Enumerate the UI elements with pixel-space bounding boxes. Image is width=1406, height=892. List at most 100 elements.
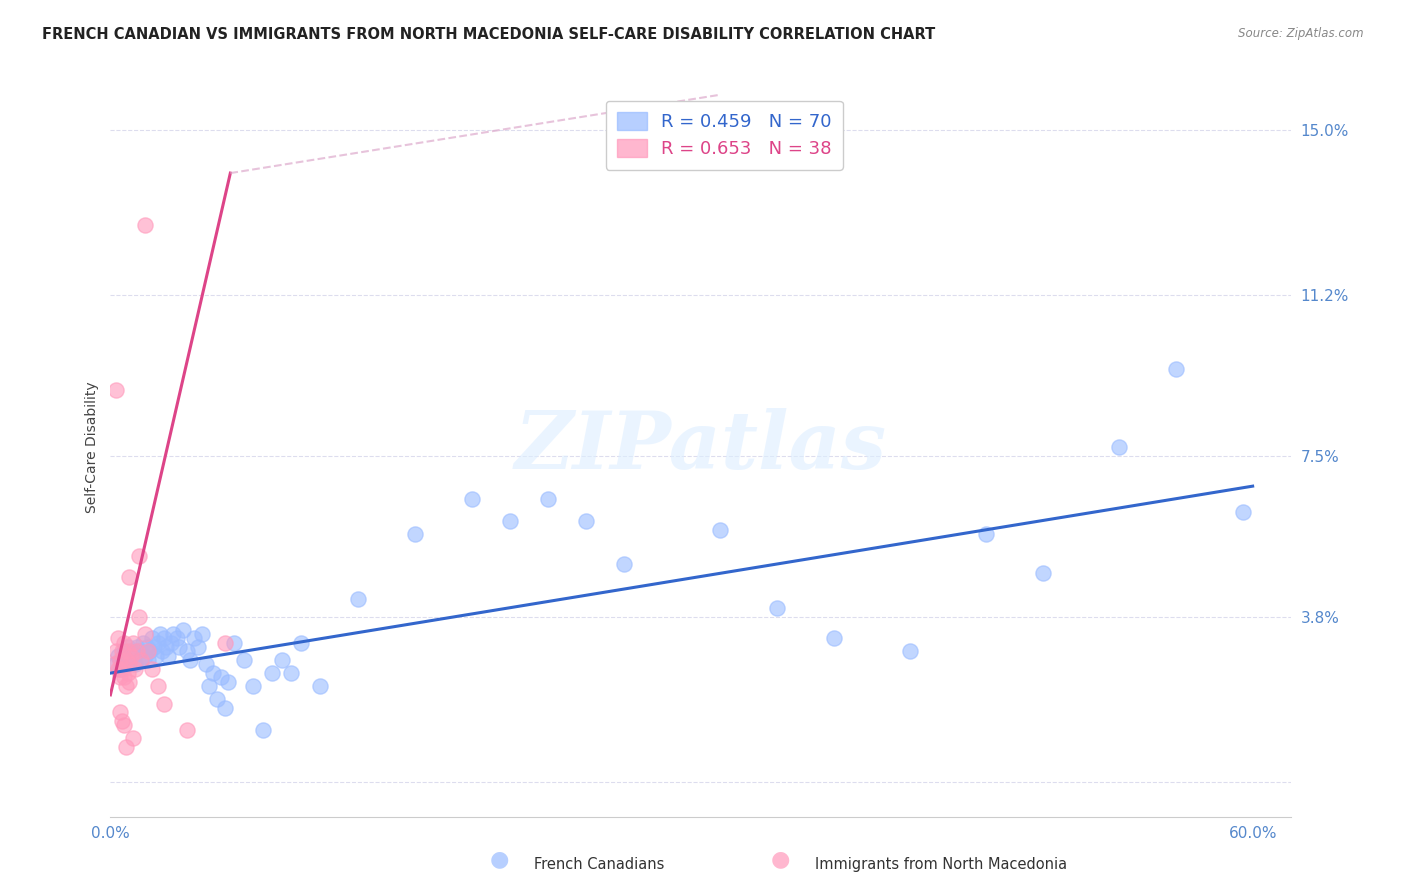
Point — [205, 692, 228, 706]
Text: Immigrants from North Macedonia: Immigrants from North Macedonia — [815, 857, 1067, 872]
Point — [108, 653, 131, 667]
Point — [108, 662, 131, 676]
Point — [134, 219, 156, 233]
Text: Source: ZipAtlas.com: Source: ZipAtlas.com — [1239, 27, 1364, 40]
Point — [108, 705, 131, 719]
Point — [1232, 505, 1254, 519]
Point — [118, 653, 141, 667]
Point — [105, 657, 128, 672]
Point — [120, 644, 142, 658]
Point — [129, 653, 152, 667]
Point — [122, 731, 145, 746]
Point — [152, 632, 174, 646]
Point — [145, 648, 167, 663]
Point — [308, 679, 330, 693]
Point — [128, 549, 150, 563]
Point — [404, 527, 426, 541]
Point — [290, 635, 312, 649]
Point — [167, 640, 190, 654]
Point — [117, 644, 139, 658]
Point — [194, 657, 217, 672]
Point — [183, 632, 205, 646]
Point — [150, 644, 173, 658]
Point — [214, 635, 236, 649]
Point — [114, 739, 136, 754]
Point — [105, 384, 128, 398]
Point — [202, 666, 225, 681]
Point — [124, 657, 146, 672]
Point — [141, 662, 163, 676]
Point — [107, 632, 129, 646]
Point — [613, 558, 636, 572]
Point — [112, 718, 135, 732]
Point — [118, 674, 141, 689]
Point — [117, 666, 139, 681]
Point — [347, 592, 370, 607]
Text: ZIPatlas: ZIPatlas — [515, 409, 887, 486]
Point — [262, 666, 284, 681]
Point — [111, 662, 134, 676]
Point — [166, 632, 188, 646]
Point — [111, 714, 134, 728]
Point — [107, 648, 129, 663]
Point — [112, 670, 135, 684]
Point — [198, 679, 221, 693]
Point — [214, 701, 236, 715]
Point — [575, 514, 598, 528]
Text: FRENCH CANADIAN VS IMMIGRANTS FROM NORTH MACEDONIA SELF-CARE DISABILITY CORRELAT: FRENCH CANADIAN VS IMMIGRANTS FROM NORTH… — [42, 27, 935, 42]
Point — [103, 657, 125, 672]
Point — [128, 609, 150, 624]
Point — [209, 670, 232, 684]
Point — [135, 640, 157, 654]
Point — [823, 632, 845, 646]
Text: ●: ● — [770, 849, 790, 869]
Point — [124, 662, 146, 676]
Point — [179, 653, 201, 667]
Text: French Canadians: French Canadians — [534, 857, 665, 872]
Point — [270, 653, 292, 667]
Point — [242, 679, 264, 693]
Point — [152, 697, 174, 711]
Point — [125, 644, 148, 658]
Point — [187, 640, 209, 654]
Point — [120, 648, 142, 663]
Point — [232, 653, 254, 667]
Point — [117, 640, 139, 654]
Point — [134, 648, 156, 663]
Point — [224, 635, 246, 649]
Point — [499, 514, 522, 528]
Point — [107, 662, 129, 676]
Point — [111, 653, 134, 667]
Point — [146, 635, 169, 649]
Point — [118, 570, 141, 584]
Point — [138, 644, 160, 658]
Point — [146, 679, 169, 693]
Point — [143, 640, 166, 654]
Point — [156, 648, 179, 663]
Point — [974, 527, 997, 541]
Point — [128, 644, 150, 658]
Point — [149, 627, 172, 641]
Legend: R = 0.459   N = 70, R = 0.653   N = 38: R = 0.459 N = 70, R = 0.653 N = 38 — [606, 101, 842, 169]
Point — [537, 492, 560, 507]
Point — [112, 644, 135, 658]
Point — [111, 644, 134, 658]
Point — [108, 670, 131, 684]
Point — [217, 674, 239, 689]
Point — [129, 653, 152, 667]
Point — [252, 723, 274, 737]
Point — [461, 492, 484, 507]
Point — [141, 632, 163, 646]
Point — [1166, 361, 1188, 376]
Point — [114, 653, 136, 667]
Point — [122, 635, 145, 649]
Point — [105, 644, 128, 658]
Point — [132, 635, 155, 649]
Point — [176, 723, 198, 737]
Point — [114, 657, 136, 672]
Point — [118, 657, 141, 672]
Text: ●: ● — [489, 849, 509, 869]
Point — [709, 523, 731, 537]
Y-axis label: Self-Care Disability: Self-Care Disability — [86, 381, 100, 513]
Point — [138, 653, 160, 667]
